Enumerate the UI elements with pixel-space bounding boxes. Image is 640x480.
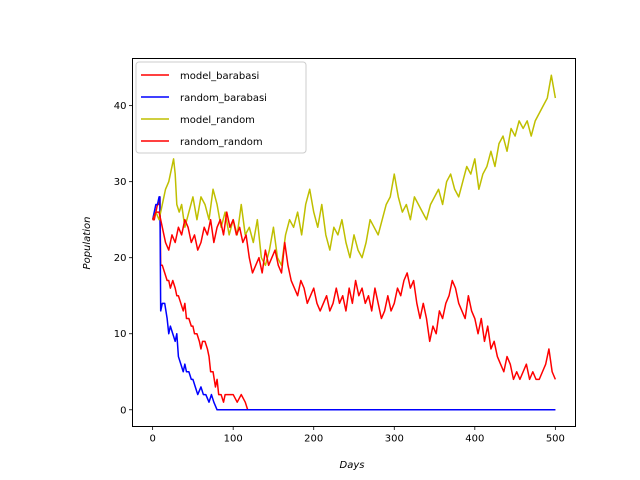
legend-label-model-barabasi: model_barabasi — [180, 71, 259, 82]
x-tick-label: 100 — [224, 434, 243, 445]
x-tick-label: 300 — [385, 434, 404, 445]
legend-label-random-barabasi: random_barabasi — [180, 93, 267, 104]
legend-label-model-random: model_random — [180, 115, 255, 126]
series-line-model-random — [151, 74, 557, 267]
legend: model_barabasi random_barabasi model_rando… — [135, 61, 307, 154]
x-tick-label: 200 — [304, 434, 323, 445]
ticks-layer: 0 100 200 300 400 500 0 10 20 30 40 — [114, 101, 565, 444]
y-tick-label: 10 — [114, 329, 127, 340]
x-axis-label: Days — [340, 460, 365, 471]
y-tick-label: 30 — [114, 177, 127, 188]
series-line-model-barabasi — [152, 196, 556, 411]
x-tick-label: 400 — [465, 434, 484, 445]
x-tick-label: 0 — [149, 434, 155, 445]
y-tick-label: 20 — [114, 253, 127, 264]
series-line-random-random — [151, 211, 557, 381]
legend-label-random-random: random_random — [180, 137, 263, 148]
legend-box — [135, 61, 307, 154]
series-layer — [151, 74, 557, 411]
y-axis-label: Population — [82, 217, 93, 270]
y-tick-label: 40 — [114, 101, 127, 112]
y-tick-label: 0 — [120, 405, 126, 416]
x-tick-label: 500 — [546, 434, 565, 445]
series-line-random-barabasi — [151, 196, 556, 411]
axes-frame — [132, 58, 576, 427]
